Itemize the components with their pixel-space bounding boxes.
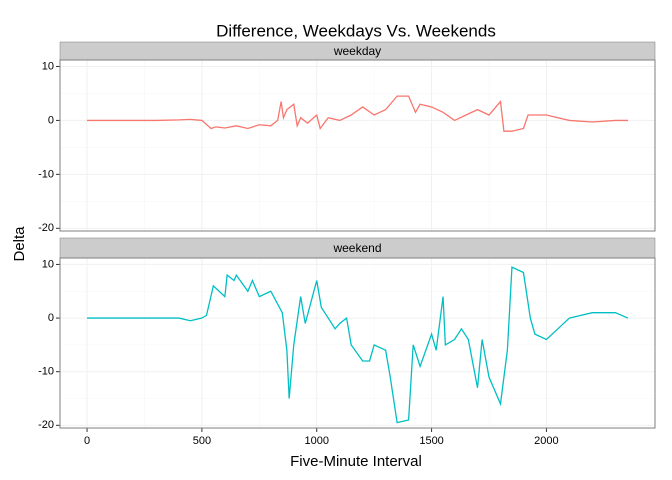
y-tick-label: -20 <box>38 419 54 431</box>
x-tick-label: 2000 <box>534 435 558 447</box>
y-tick-label: 0 <box>48 312 54 324</box>
y-axis-label: Delta <box>11 226 28 262</box>
strip-label: weekday <box>333 44 381 58</box>
chart-title: Difference, Weekdays Vs. Weekends <box>216 21 496 40</box>
y-tick-label: 10 <box>42 60 54 72</box>
y-tick-label: 0 <box>48 114 54 126</box>
y-tick-label: -20 <box>38 222 54 234</box>
x-tick-label: 500 <box>193 435 211 447</box>
y-tick-label: -10 <box>38 366 54 378</box>
strip-label: weekend <box>332 241 381 255</box>
x-tick-label: 1000 <box>304 435 328 447</box>
y-tick-label: 10 <box>42 258 54 270</box>
x-axis-label: Five-Minute Interval <box>290 453 422 470</box>
panel-border <box>59 59 656 232</box>
x-tick-label: 1500 <box>419 435 443 447</box>
panel-border <box>59 257 656 429</box>
data-line <box>87 95 628 132</box>
data-line <box>87 266 629 424</box>
x-tick-label: 0 <box>84 435 90 447</box>
y-tick-label: -10 <box>38 168 54 180</box>
